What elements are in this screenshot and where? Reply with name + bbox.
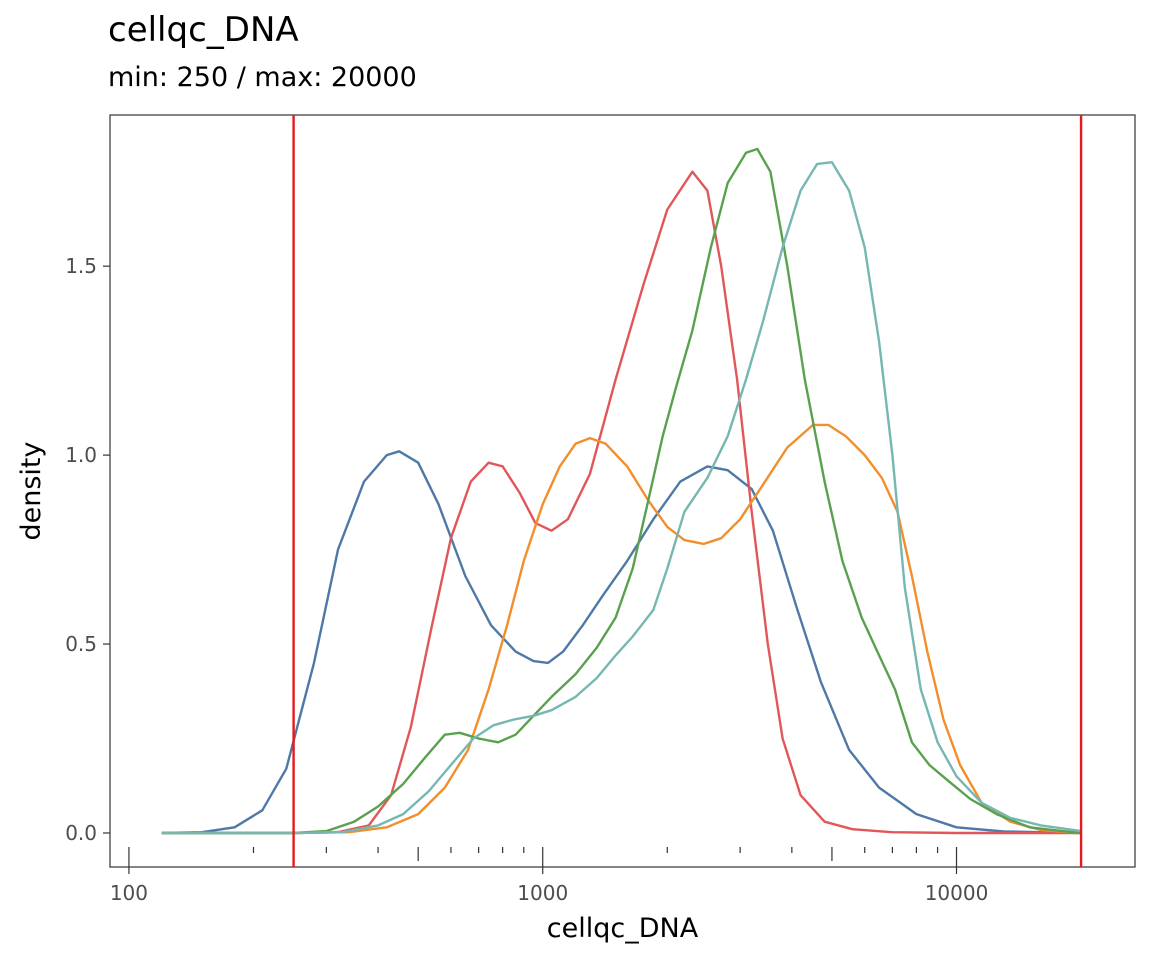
plot-area: 0.0 0.5 1.0 1.5 100 1000 10000 (65, 114, 1136, 905)
density-line-1 (161, 450, 1082, 835)
x-tick-label: 100 (110, 881, 148, 905)
y-tick-label: 1.0 (65, 443, 97, 467)
x-tick-label: 1000 (517, 881, 568, 905)
panel-border (109, 114, 1136, 868)
y-tick-label: 1.5 (65, 254, 97, 278)
x-tick-label: 10000 (925, 881, 989, 905)
density-line-2 (161, 170, 1082, 835)
density-line-4 (161, 147, 1082, 835)
density-line-3 (161, 423, 1082, 835)
y-tick-label: 0.5 (65, 632, 97, 656)
chart-title: cellqc_DNA (108, 10, 299, 50)
y-axis-label: density (16, 441, 47, 540)
density-line-5 (161, 161, 1082, 835)
x-axis-label: cellqc_DNA (547, 913, 699, 944)
chart-subtitle: min: 250 / max: 20000 (108, 62, 417, 93)
y-tick-label: 0.0 (65, 821, 97, 845)
